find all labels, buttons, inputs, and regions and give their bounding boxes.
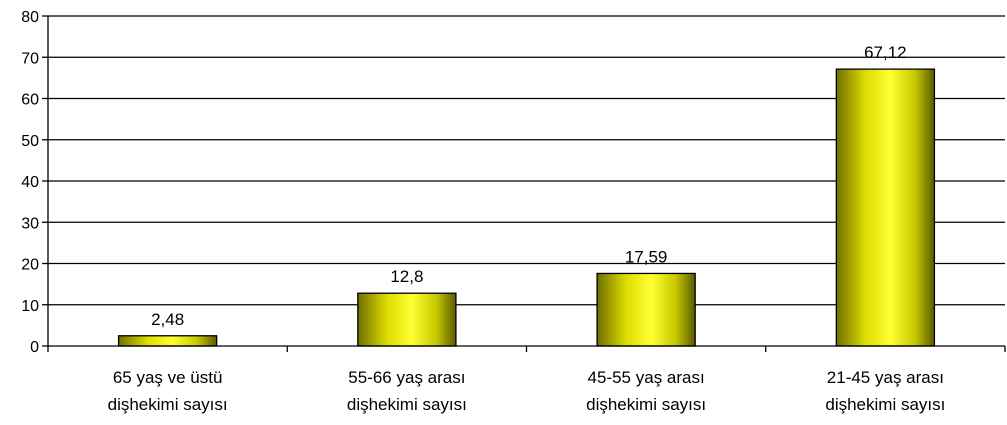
y-tick-label: 50 xyxy=(21,133,39,150)
y-tick-label: 30 xyxy=(21,215,39,232)
category-label: dişhekimi sayısı xyxy=(586,395,706,414)
y-tick-label: 40 xyxy=(21,174,39,191)
data-label: 67,12 xyxy=(864,43,907,62)
y-tick-label: 20 xyxy=(21,257,39,274)
gridlines xyxy=(48,15,1005,306)
y-tick-label: 70 xyxy=(21,50,39,67)
y-tick-label: 0 xyxy=(30,339,39,356)
bar xyxy=(596,272,696,347)
category-label: 55-66 yaş arası xyxy=(348,368,465,387)
data-label: 12,8 xyxy=(390,267,423,286)
category-label: 21-45 yaş arası xyxy=(827,368,944,387)
bar xyxy=(357,292,457,347)
category-label: 65 yaş ve üstü xyxy=(113,368,223,387)
y-tick-label: 60 xyxy=(21,92,39,109)
data-label: 2,48 xyxy=(151,310,184,329)
y-tick-label: 80 xyxy=(21,9,39,26)
category-label: dişhekimi sayısı xyxy=(347,395,467,414)
category-labels: 65 yaş ve üstü dişhekimi sayısı 55-66 yaş … xyxy=(108,368,946,414)
y-tick-label: 10 xyxy=(21,298,39,315)
bar xyxy=(835,68,936,347)
category-label: dişhekimi sayısı xyxy=(108,395,228,414)
bar xyxy=(117,335,218,347)
y-axis-ticks: 0 10 20 30 40 50 60 70 80 xyxy=(21,9,48,356)
category-label: dişhekimi sayısı xyxy=(825,395,945,414)
category-label: 45-55 yaş arası xyxy=(588,368,705,387)
data-labels: 2,48 12,8 17,59 67,12 xyxy=(151,43,907,329)
axes xyxy=(47,16,1006,352)
data-label: 17,59 xyxy=(625,247,668,266)
